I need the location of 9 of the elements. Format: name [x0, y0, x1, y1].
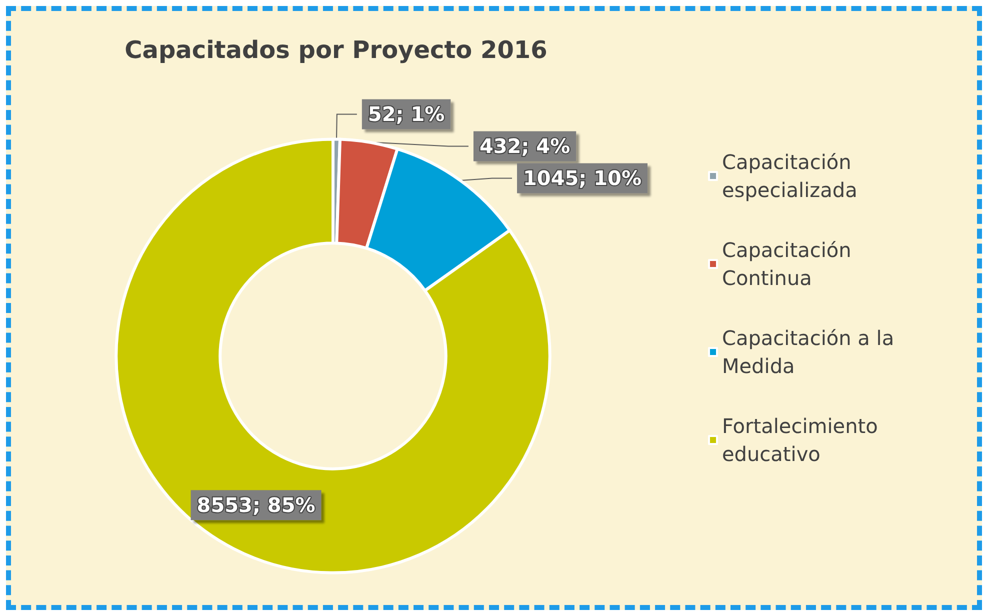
chart-title: Capacitados por Proyecto 2016 — [124, 36, 548, 64]
legend-label: Capacitación a la Medida — [722, 326, 900, 378]
legend-label: Fortalecimiento educativo — [722, 414, 884, 466]
data-label: 8553; 85% — [196, 493, 316, 518]
legend-label: Capacitación especializada — [722, 150, 858, 202]
data-label: 1045; 10% — [523, 166, 642, 190]
data-label: 432; 4% — [479, 134, 570, 158]
legend-label: Capacitación Continua — [722, 238, 858, 290]
data-label: 52; 1% — [368, 102, 445, 126]
